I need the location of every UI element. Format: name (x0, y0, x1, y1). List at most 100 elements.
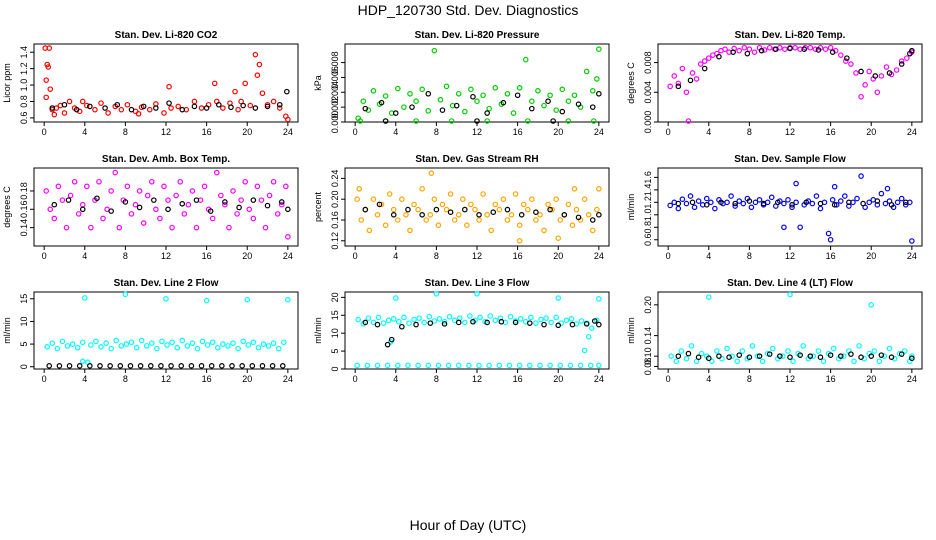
data-point (136, 188, 143, 194)
data-point (234, 211, 240, 217)
y-tick-label: 1.6 (643, 171, 653, 184)
data-point (63, 224, 70, 231)
data-point (705, 294, 712, 300)
x-tick-label: 16 (513, 374, 523, 384)
data-point (559, 86, 566, 93)
data-point (751, 49, 758, 55)
data-point (528, 314, 534, 321)
x-tick-label: 20 (866, 374, 876, 384)
data-point (909, 355, 915, 362)
data-point (736, 198, 743, 204)
data-point (451, 217, 458, 223)
data-point (455, 362, 462, 369)
data-point (252, 51, 259, 58)
data-point (789, 202, 795, 208)
data-point (370, 319, 377, 326)
data-point (425, 362, 432, 369)
x-tick-label: 16 (826, 374, 836, 384)
data-point (581, 347, 588, 354)
x-tick-label: 24 (594, 374, 604, 384)
data-point (775, 199, 781, 206)
data-point (247, 102, 254, 109)
data-point (439, 201, 446, 208)
data-point (547, 362, 553, 369)
data-point (153, 105, 159, 111)
data-point (688, 343, 695, 349)
data-point (213, 169, 220, 176)
data-point (409, 104, 415, 110)
data-point (87, 103, 93, 110)
data-point (198, 105, 205, 111)
data-point (382, 118, 389, 124)
data-point (678, 348, 685, 354)
data-point (218, 192, 224, 199)
x-tick-label: 0 (666, 127, 671, 137)
x-tick-label: 12 (472, 374, 482, 384)
data-point (537, 362, 543, 369)
data-point (703, 202, 710, 208)
data-point (533, 209, 539, 216)
data-point (168, 105, 174, 111)
x-tick-label: 16 (826, 251, 836, 261)
data-point (67, 192, 74, 199)
data-point (464, 222, 470, 229)
data-point (252, 105, 259, 111)
data-point (754, 353, 761, 359)
data-point (596, 362, 602, 369)
panel-title: Stan. Dev. Line 4 (LT) Flow (727, 278, 853, 289)
panel-title: Stan. Dev. Sample Flow (734, 154, 846, 165)
data-point (902, 202, 909, 208)
data-point (455, 90, 462, 97)
data-point (178, 363, 185, 369)
data-point (262, 224, 269, 231)
data-point (529, 196, 535, 203)
data-point (264, 202, 271, 209)
data-point (785, 197, 791, 203)
data-point (158, 363, 164, 369)
data-point (701, 58, 708, 64)
data-point (516, 222, 523, 229)
data-point (683, 200, 690, 207)
data-point (270, 178, 277, 185)
data-point (165, 206, 171, 213)
x-tick-label: 0 (666, 251, 671, 261)
data-point (689, 70, 696, 76)
data-point (809, 200, 816, 207)
data-point (829, 49, 836, 55)
data-point (222, 199, 228, 205)
data-point (435, 222, 442, 229)
y-tick-label: 15 (330, 310, 340, 320)
data-point (752, 199, 759, 206)
y-tick-label: 0.6 (643, 234, 653, 247)
data-point (360, 98, 367, 105)
data-point (506, 362, 513, 369)
data-point (679, 65, 686, 72)
data-point (269, 363, 276, 369)
data-point (161, 183, 167, 190)
data-point (777, 353, 783, 359)
data-point (883, 64, 890, 70)
data-point (898, 351, 905, 357)
data-point (860, 200, 866, 207)
data-point (843, 58, 849, 64)
y-tick-label: 0.16 (19, 201, 29, 219)
data-point (510, 110, 517, 116)
data-point (480, 92, 486, 99)
data-point (266, 192, 273, 199)
data-point (280, 339, 287, 346)
data-point (695, 354, 702, 360)
data-point (245, 342, 252, 348)
data-point (384, 341, 391, 348)
data-point (487, 313, 494, 319)
data-point (744, 50, 751, 57)
data-point (541, 227, 547, 234)
data-point (278, 201, 285, 208)
data-point (44, 344, 51, 350)
data-point (364, 362, 371, 369)
data-point (370, 88, 377, 94)
data-point (909, 238, 915, 244)
data-point (177, 178, 184, 185)
data-point (207, 208, 214, 214)
data-point (596, 186, 602, 192)
data-point (64, 343, 71, 349)
